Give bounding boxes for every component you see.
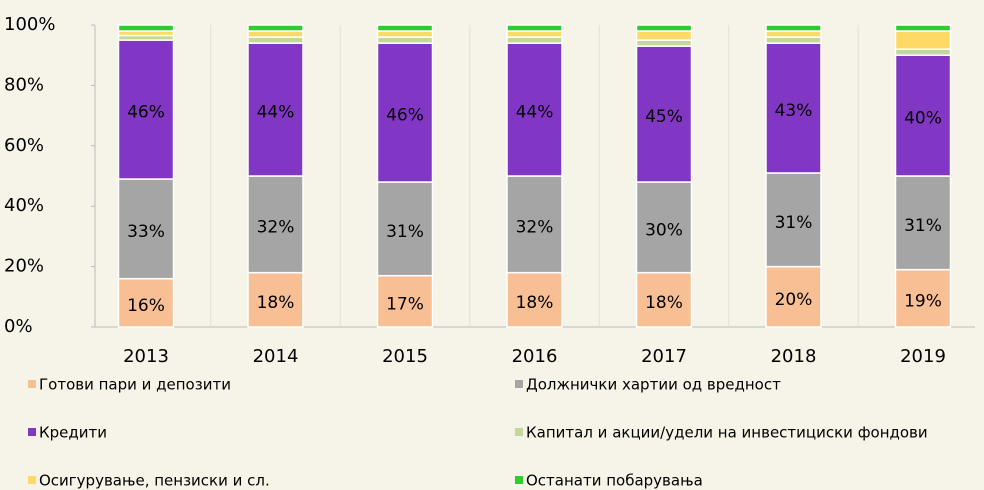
bar-segment [117,178,175,280]
bar-segment [635,24,693,32]
bar-segment [894,24,952,32]
data-label: 18% [645,293,683,313]
data-label: 18% [257,293,295,313]
data-label: 46% [127,103,165,123]
data-label: 31% [386,222,424,242]
bar-segment [635,30,693,41]
y-tick-label: 100% [4,14,55,35]
legend-swatch [28,428,36,436]
bar-segment [765,24,822,32]
bar-segment [506,24,563,32]
bar-segment [247,271,304,328]
legend-swatch [28,380,36,388]
x-tick-label: 2014 [253,346,299,367]
legend-label: Останати побарувања [526,472,703,490]
data-label: 31% [775,213,813,233]
bar-segment [376,36,434,44]
data-label: 31% [904,216,942,236]
bar-segment [765,172,822,268]
legend-swatch [515,428,523,436]
data-label: 40% [904,109,942,129]
legend-label: Капитал и акции/удели на инвестициски фо… [526,424,928,442]
legend-swatch [515,476,523,484]
y-tick-label: 20% [4,256,44,277]
bar-segment [635,39,693,47]
legend-label: Осигурување, пензиски и сл. [39,472,270,490]
bar-segment [247,24,304,32]
bar-segment [117,24,175,32]
bar-segment [376,24,434,32]
bar-segment [376,274,434,328]
legend-label: Должнички хартии од вредност [526,376,781,394]
bar-segment [765,30,822,38]
bar-segment [894,54,952,177]
bar-segment [376,30,434,38]
data-label: 32% [516,217,554,237]
bar-segment [765,42,822,174]
data-label: 20% [775,290,813,310]
bar-segment [376,42,434,183]
data-label: 30% [645,220,683,240]
bar-segment [894,175,952,271]
x-tick-label: 2013 [123,346,169,367]
y-tick-label: 80% [4,74,44,95]
data-label: 17% [386,294,424,314]
bar-segment [117,277,175,328]
x-tick-label: 2016 [512,346,558,367]
bar-segment [506,36,563,44]
y-tick-label: 40% [4,195,44,216]
bar-segment [765,265,822,328]
x-tick-label: 2018 [771,346,817,367]
data-label: 32% [257,217,295,237]
bar-segment [894,48,952,56]
x-tick-label: 2019 [900,346,946,367]
x-tick-label: 2017 [641,346,687,367]
bar-segment [506,175,563,274]
bar-segment [635,181,693,274]
data-label: 18% [516,293,554,313]
bar-segment [247,36,304,44]
bar-segment [376,181,434,277]
bar-segment [506,42,563,177]
x-tick-label: 2015 [382,346,428,367]
data-label: 44% [257,103,295,123]
bar-segment [894,268,952,328]
data-label: 44% [516,103,554,123]
data-label: 16% [127,296,165,316]
bar-segment [117,39,175,180]
bar-segment [765,36,822,44]
data-label: 43% [775,101,813,121]
legend-swatch [28,476,36,484]
data-label: 19% [904,291,942,311]
legend-swatch [515,380,523,388]
bar-segment [506,271,563,328]
legend-label: Готови пари и депозити [39,376,231,394]
bar-segment [894,30,952,50]
bar-segment [247,30,304,38]
legend-label: Кредити [39,424,107,442]
data-label: 45% [645,107,683,127]
data-label: 33% [127,222,165,242]
bar-segment [506,30,563,38]
y-tick-label: 0% [4,316,33,337]
bar-segment [635,45,693,183]
data-label: 46% [386,106,424,126]
y-tick-label: 60% [4,135,44,156]
